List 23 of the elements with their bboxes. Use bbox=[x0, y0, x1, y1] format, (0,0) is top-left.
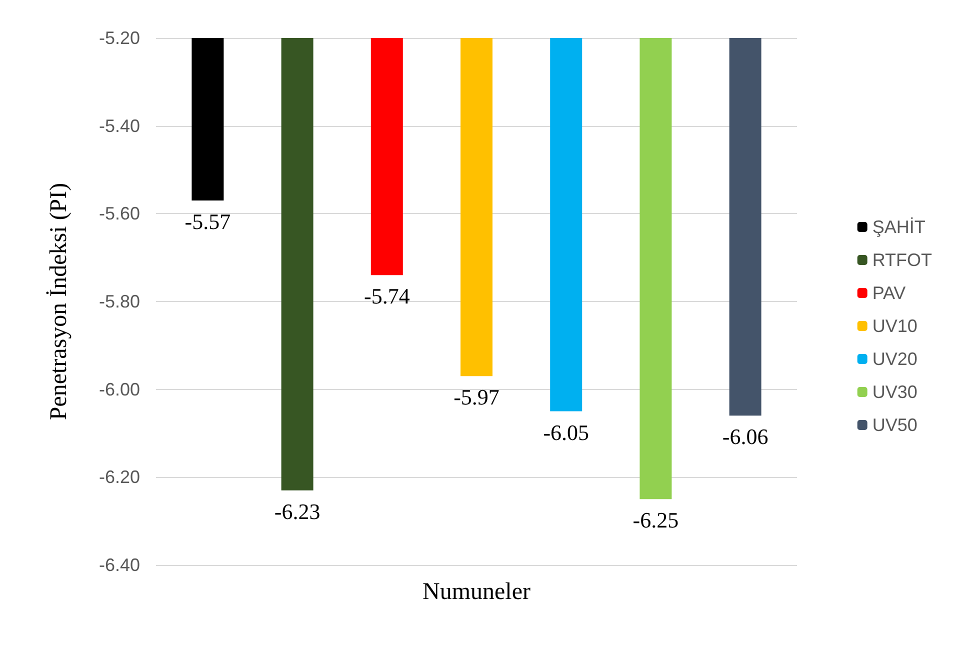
legend-label: ŞAHİT bbox=[872, 217, 926, 237]
legend-label: RTFOT bbox=[872, 250, 932, 270]
legend-label: PAV bbox=[872, 283, 906, 303]
legend-label: UV50 bbox=[872, 415, 918, 435]
y-tick-label: -5.80 bbox=[98, 292, 140, 312]
y-axis-title: Penetrasyon İndeksi (PI) bbox=[46, 182, 72, 420]
data-label: -6.06 bbox=[722, 424, 768, 450]
x-axis-title: Numuneler bbox=[422, 579, 530, 605]
y-tick-label: -5.40 bbox=[98, 116, 140, 136]
data-label: -5.97 bbox=[454, 384, 500, 410]
legend-label: UV20 bbox=[872, 349, 918, 369]
y-tick-label: -5.60 bbox=[98, 204, 140, 224]
data-label: -5.74 bbox=[364, 284, 410, 309]
y-tick-label: -6.20 bbox=[98, 467, 140, 488]
legend-label: UV30 bbox=[872, 382, 918, 402]
legend-label: UV10 bbox=[872, 316, 918, 336]
y-tick-label: -6.00 bbox=[98, 379, 140, 400]
y-tick-label: -6.40 bbox=[98, 555, 140, 575]
y-tick-label: -5.20 bbox=[98, 28, 140, 48]
data-label: -5.57 bbox=[184, 208, 231, 234]
data-label: -6.25 bbox=[632, 508, 679, 533]
data-label: -6.23 bbox=[274, 498, 320, 524]
data-label: -6.05 bbox=[543, 420, 590, 445]
